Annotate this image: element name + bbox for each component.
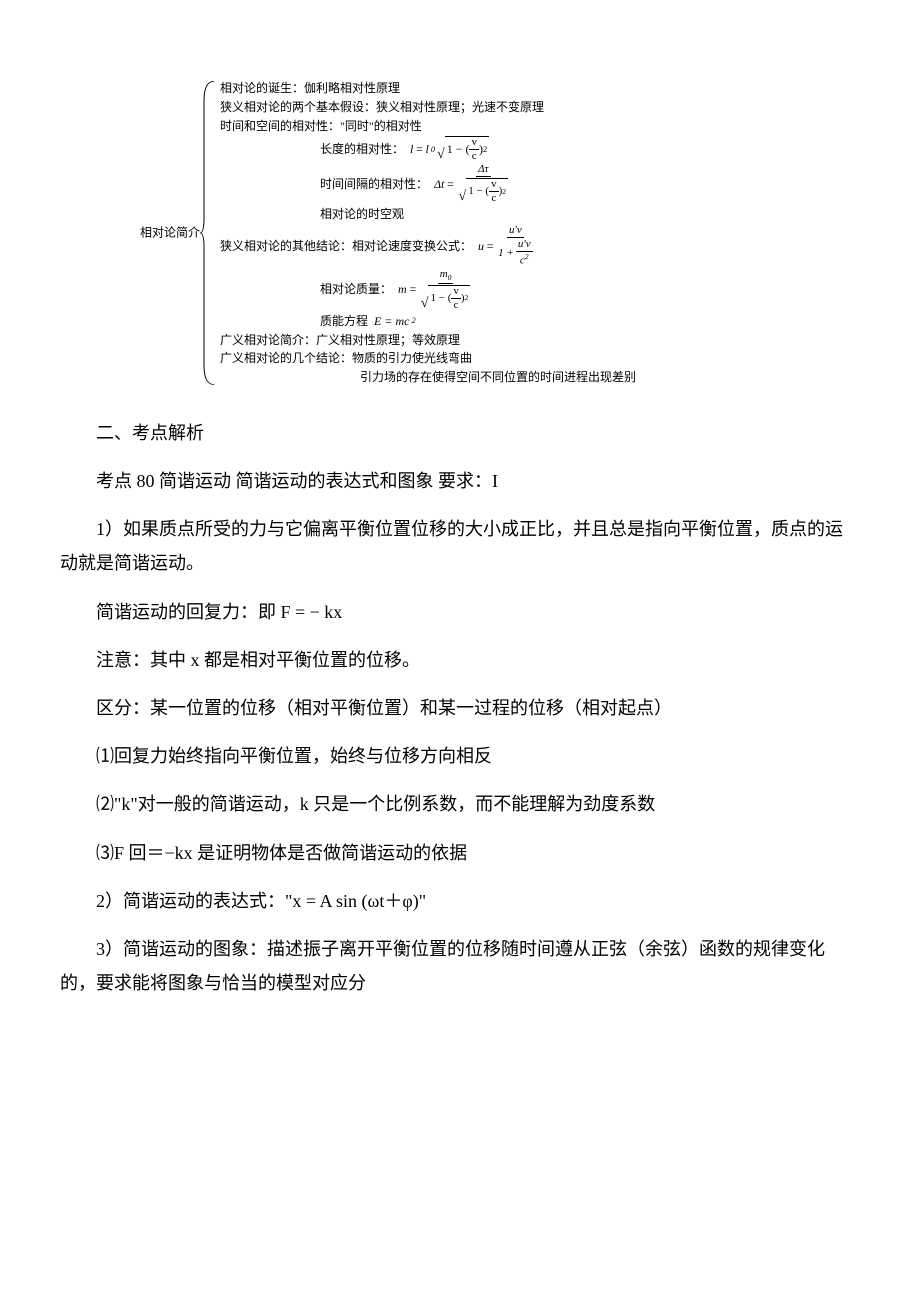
diagram-line: 引力场的存在使得空间不同位置的时间进程出现差别	[220, 369, 780, 386]
diagram-brace	[200, 80, 218, 386]
label: 相对论质量：	[320, 281, 392, 298]
formula-velocity: u= u′v 1 + u′v c2	[478, 225, 535, 267]
label: 狭义相对论的其他结论：相对论速度变换公式：	[220, 238, 472, 255]
diagram-line: 广义相对论的几个结论：物质的引力使光线弯曲	[220, 350, 780, 367]
diagram-line-energy: 质能方程 E = mc2	[220, 313, 780, 330]
paragraph: ⑵"k"对一般的简谐运动，k 只是一个比例系数，而不能理解为劲度系数	[60, 787, 860, 821]
diagram-line-time: 时间间隔的相对性： Δt= Δτ √1 − (vc)2	[220, 164, 780, 204]
paragraph: 1）如果质点所受的力与它偏离平衡位置位移的大小成正比，并且总是指向平衡位置，质点…	[60, 512, 860, 580]
label: 长度的相对性：	[320, 141, 404, 158]
paragraph: 2）简谐运动的表达式："x = A sin (ωt＋φ)"	[60, 884, 860, 918]
formula-time: Δt= Δτ √1 − (vc)2	[434, 164, 510, 204]
diagram-line-length: 长度的相对性： l = l0 √1 − (vc)2	[220, 136, 780, 162]
diagram-line-velocity: 狭义相对论的其他结论：相对论速度变换公式： u= u′v 1 + u′v c2	[220, 225, 780, 267]
diagram-line: 广义相对论简介：广义相对性原理；等效原理	[220, 332, 780, 349]
paragraph: 注意：其中 x 都是相对平衡位置的位移。	[60, 643, 860, 677]
paragraph: 区分：某一位置的位移（相对平衡位置）和某一过程的位移（相对起点）	[60, 691, 860, 725]
diagram-line: 狭义相对论的两个基本假设：狭义相对性原理；光速不变原理	[220, 99, 780, 116]
diagram-line: 时间和空间的相对性："同时"的相对性	[220, 118, 780, 135]
paragraph: 简谐运动的回复力：即 F = − kx	[60, 595, 860, 629]
diagram-branches: 相对论的诞生：伽利略相对性原理 狭义相对论的两个基本假设：狭义相对性原理；光速不…	[220, 80, 780, 386]
paragraph: 考点 80 简谐运动 简谐运动的表达式和图象 要求：I	[60, 464, 860, 498]
section-heading: 二、考点解析	[60, 416, 860, 450]
diagram-line: 相对论的诞生：伽利略相对性原理	[220, 80, 780, 97]
paragraph: 3）简谐运动的图象：描述振子离开平衡位置的位移随时间遵从正弦（余弦）函数的规律变…	[60, 932, 860, 1000]
label: 时间间隔的相对性：	[320, 176, 428, 193]
diagram-line-mass: 相对论质量： m= m0 √1 − (vc)2	[220, 269, 780, 311]
label: 质能方程	[320, 313, 368, 330]
paragraph: ⑶F 回＝−kx 是证明物体是否做简谐运动的依据	[60, 836, 860, 870]
paragraph: ⑴回复力始终指向平衡位置，始终与位移方向相反	[60, 739, 860, 773]
main-content: 二、考点解析 考点 80 简谐运动 简谐运动的表达式和图象 要求：I 1）如果质…	[60, 416, 860, 1000]
formula-mass: m= m0 √1 − (vc)2	[398, 269, 472, 311]
diagram-root-label: 相对论简介	[140, 225, 200, 242]
diagram-line: 相对论的时空观	[220, 206, 780, 223]
formula-length: l = l0 √1 − (vc)2	[410, 136, 489, 162]
relativity-outline-diagram: 相对论简介 相对论的诞生：伽利略相对性原理 狭义相对论的两个基本假设：狭义相对性…	[140, 80, 780, 386]
formula-energy: E = mc2	[374, 313, 416, 330]
